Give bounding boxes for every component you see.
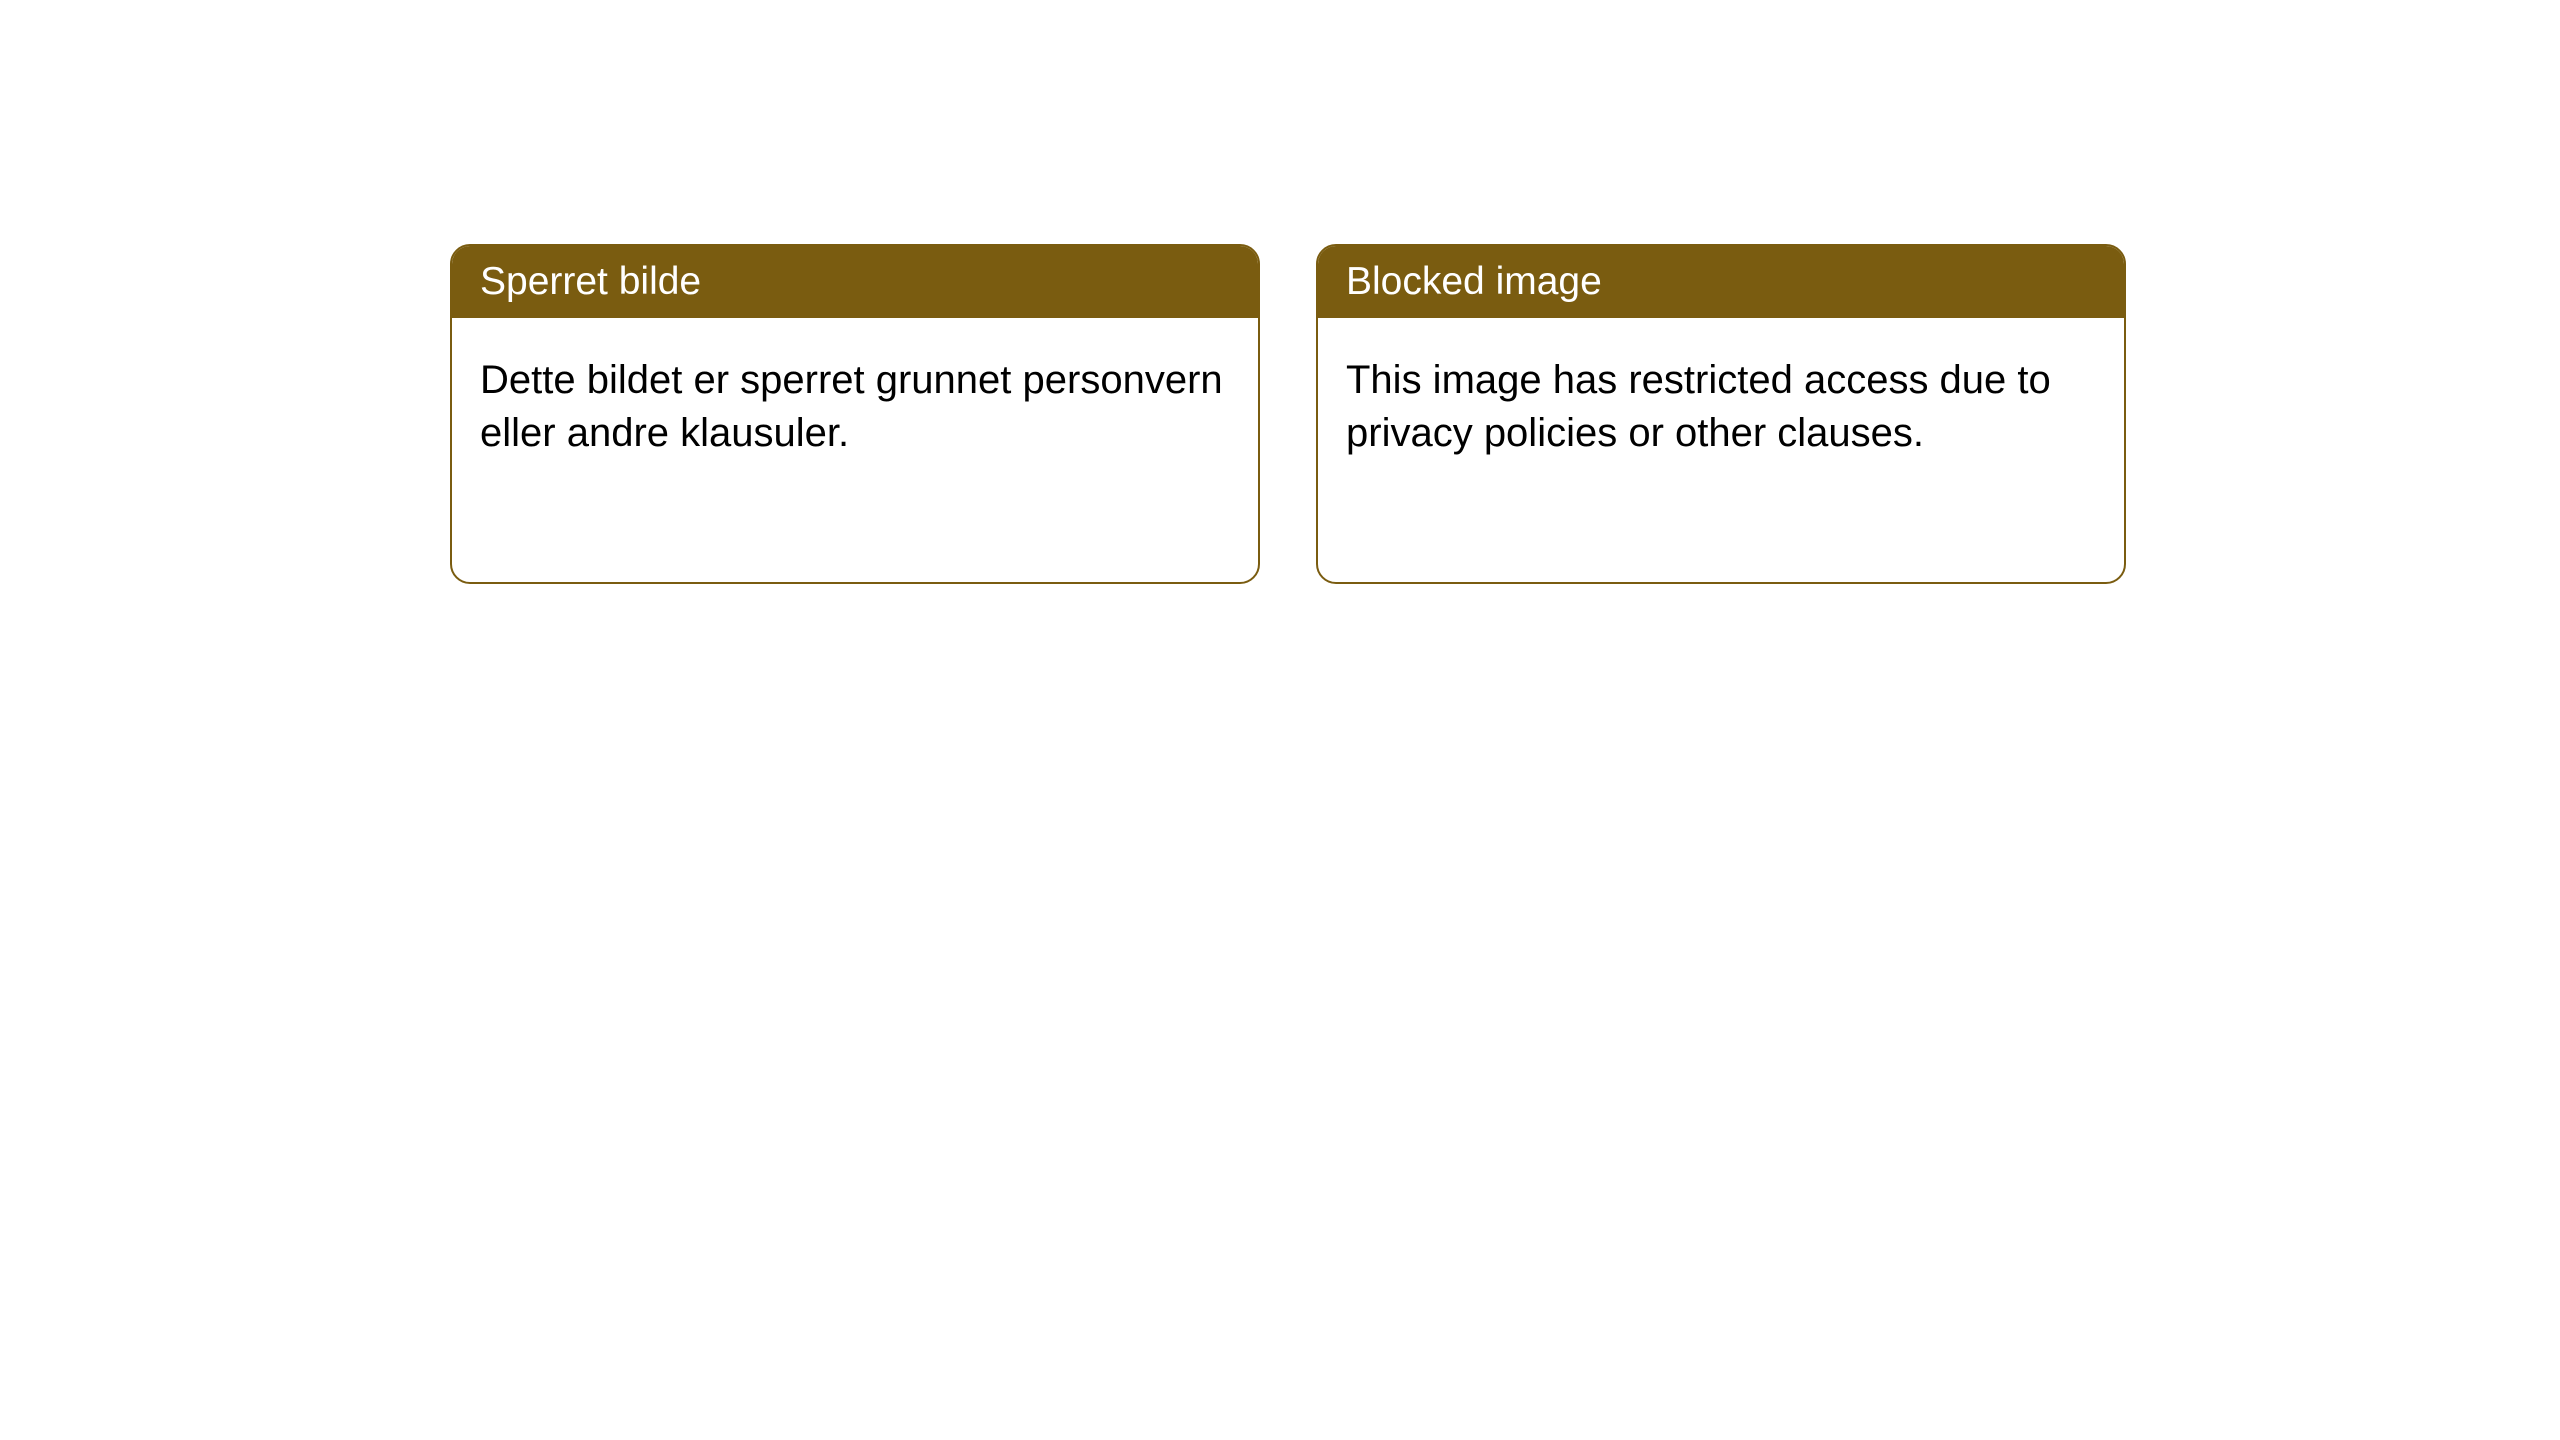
card-body-en: This image has restricted access due to … xyxy=(1318,318,2124,496)
card-header-en: Blocked image xyxy=(1318,246,2124,318)
card-title-en: Blocked image xyxy=(1346,260,1602,303)
card-body-no: Dette bildet er sperret grunnet personve… xyxy=(452,318,1258,496)
cards-container: Sperret bilde Dette bildet er sperret gr… xyxy=(0,0,2560,584)
blocked-image-card-no: Sperret bilde Dette bildet er sperret gr… xyxy=(450,244,1260,584)
card-message-en: This image has restricted access due to … xyxy=(1346,358,2051,455)
card-title-no: Sperret bilde xyxy=(480,260,701,303)
card-header-no: Sperret bilde xyxy=(452,246,1258,318)
card-message-no: Dette bildet er sperret grunnet personve… xyxy=(480,358,1223,455)
blocked-image-card-en: Blocked image This image has restricted … xyxy=(1316,244,2126,584)
